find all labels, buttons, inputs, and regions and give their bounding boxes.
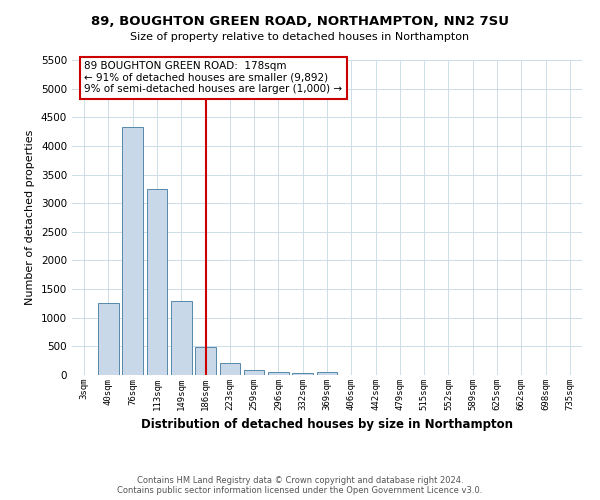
Text: 89 BOUGHTON GREEN ROAD:  178sqm
← 91% of detached houses are smaller (9,892)
9% : 89 BOUGHTON GREEN ROAD: 178sqm ← 91% of … — [85, 61, 343, 94]
Bar — [146, 189, 167, 375]
Bar — [98, 303, 119, 375]
Text: Size of property relative to detached houses in Northampton: Size of property relative to detached ho… — [130, 32, 470, 42]
Y-axis label: Number of detached properties: Number of detached properties — [25, 130, 35, 305]
Bar — [220, 362, 240, 375]
Bar — [244, 370, 265, 375]
Bar — [268, 372, 289, 375]
Text: 89, BOUGHTON GREEN ROAD, NORTHAMPTON, NN2 7SU: 89, BOUGHTON GREEN ROAD, NORTHAMPTON, NN… — [91, 15, 509, 28]
Bar — [122, 127, 143, 375]
Bar — [195, 347, 216, 375]
Text: Contains HM Land Registry data © Crown copyright and database right 2024.
Contai: Contains HM Land Registry data © Crown c… — [118, 476, 482, 495]
X-axis label: Distribution of detached houses by size in Northampton: Distribution of detached houses by size … — [141, 418, 513, 432]
Bar — [292, 372, 313, 375]
Bar — [171, 301, 191, 375]
Bar — [317, 372, 337, 375]
